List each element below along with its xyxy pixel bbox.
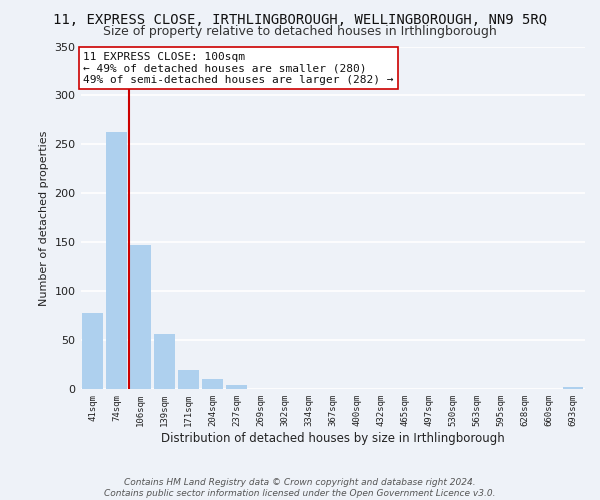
Y-axis label: Number of detached properties: Number of detached properties	[39, 130, 49, 306]
Text: Contains HM Land Registry data © Crown copyright and database right 2024.
Contai: Contains HM Land Registry data © Crown c…	[104, 478, 496, 498]
Bar	[106, 132, 127, 390]
Bar	[202, 378, 223, 390]
X-axis label: Distribution of detached houses by size in Irthlingborough: Distribution of detached houses by size …	[161, 432, 505, 445]
Bar	[563, 388, 583, 390]
Bar	[82, 313, 103, 390]
Bar	[154, 334, 175, 390]
Bar	[226, 386, 247, 390]
Text: Size of property relative to detached houses in Irthlingborough: Size of property relative to detached ho…	[103, 25, 497, 38]
Text: 11, EXPRESS CLOSE, IRTHLINGBOROUGH, WELLINGBOROUGH, NN9 5RQ: 11, EXPRESS CLOSE, IRTHLINGBOROUGH, WELL…	[53, 12, 547, 26]
Bar	[130, 246, 151, 390]
Bar	[178, 370, 199, 390]
Text: 11 EXPRESS CLOSE: 100sqm
← 49% of detached houses are smaller (280)
49% of semi-: 11 EXPRESS CLOSE: 100sqm ← 49% of detach…	[83, 52, 394, 85]
